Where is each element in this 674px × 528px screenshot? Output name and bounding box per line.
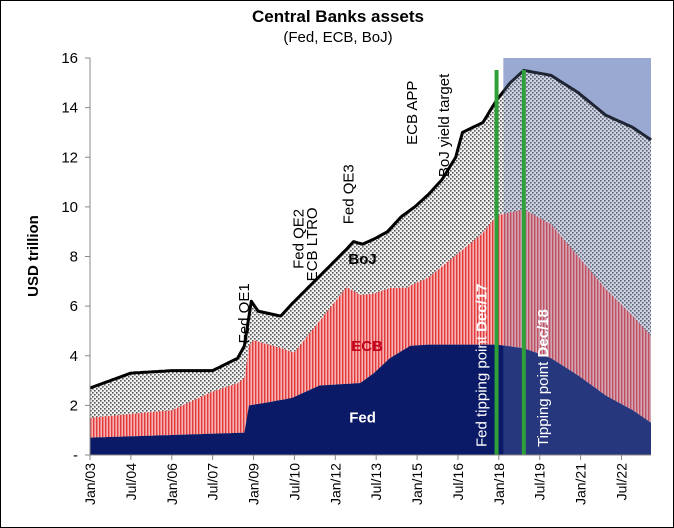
event-annotation: ECB LTRO (304, 207, 321, 281)
y-tick-label: 14 (61, 100, 78, 117)
tipping-label-text: Tipping point (535, 357, 552, 447)
series-label-fed: Fed (349, 410, 376, 427)
x-tick-label: Jan/15 (409, 463, 425, 505)
y-tick-label: 8 (70, 249, 78, 266)
ecb-area (90, 209, 651, 438)
event-annotation: Fed QE3 (340, 164, 357, 224)
x-tick-label: Jul/16 (450, 463, 466, 501)
chart-title: Central Banks assets (252, 7, 424, 26)
x-tick-label: Jul/19 (532, 463, 548, 501)
x-tick-label: Jan/18 (491, 463, 507, 505)
event-annotation: Fed QE1 (236, 283, 253, 343)
x-tick-label: Jul/10 (286, 463, 302, 501)
tipping-label-date: Dec/18 (535, 309, 552, 357)
tipping-label-1: Fed tipping point Dec/17 (474, 284, 491, 447)
x-tick-label: Jan/03 (82, 463, 98, 505)
x-tick-label: Jan/21 (573, 463, 589, 505)
x-tick-label: Jul/13 (368, 463, 384, 501)
event-annotation: Fed QE2 (290, 209, 307, 269)
forecast-overlay (503, 58, 651, 455)
fed-area (90, 344, 651, 455)
series-label-ecb: ECB (351, 338, 383, 355)
y-tick-label: 12 (61, 149, 78, 166)
y-axis-label: USD trillion (25, 215, 42, 297)
y-tick-label: 6 (70, 298, 78, 315)
chart-subtitle: (Fed, ECB, BoJ) (283, 29, 393, 46)
y-tick-label: 10 (61, 199, 78, 216)
x-tick-label: Jan/06 (164, 463, 180, 505)
tipping-label-text: Fed tipping point (474, 332, 491, 447)
event-annotation: ECB APP (404, 81, 421, 145)
tipping-label-2: Tipping point Dec/18 (535, 309, 552, 447)
y-tick-label: 16 (61, 50, 78, 67)
boj-area (90, 70, 651, 418)
x-tick-label: Jan/12 (327, 463, 343, 505)
y-tick-label: - (73, 447, 78, 464)
total-assets-line (89, 68, 652, 390)
series-label-boj: BoJ (348, 251, 376, 268)
x-tick-label: Jul/04 (123, 463, 139, 501)
x-tick-label: Jan/09 (246, 463, 262, 505)
y-tick-label: 4 (70, 348, 78, 365)
x-tick-label: Jul/22 (613, 463, 629, 501)
event-annotation: BoJ yield target (436, 73, 453, 177)
x-tick-label: Jul/07 (205, 463, 221, 501)
y-tick-label: 2 (70, 397, 78, 414)
tipping-label-date: Dec/17 (474, 284, 491, 332)
